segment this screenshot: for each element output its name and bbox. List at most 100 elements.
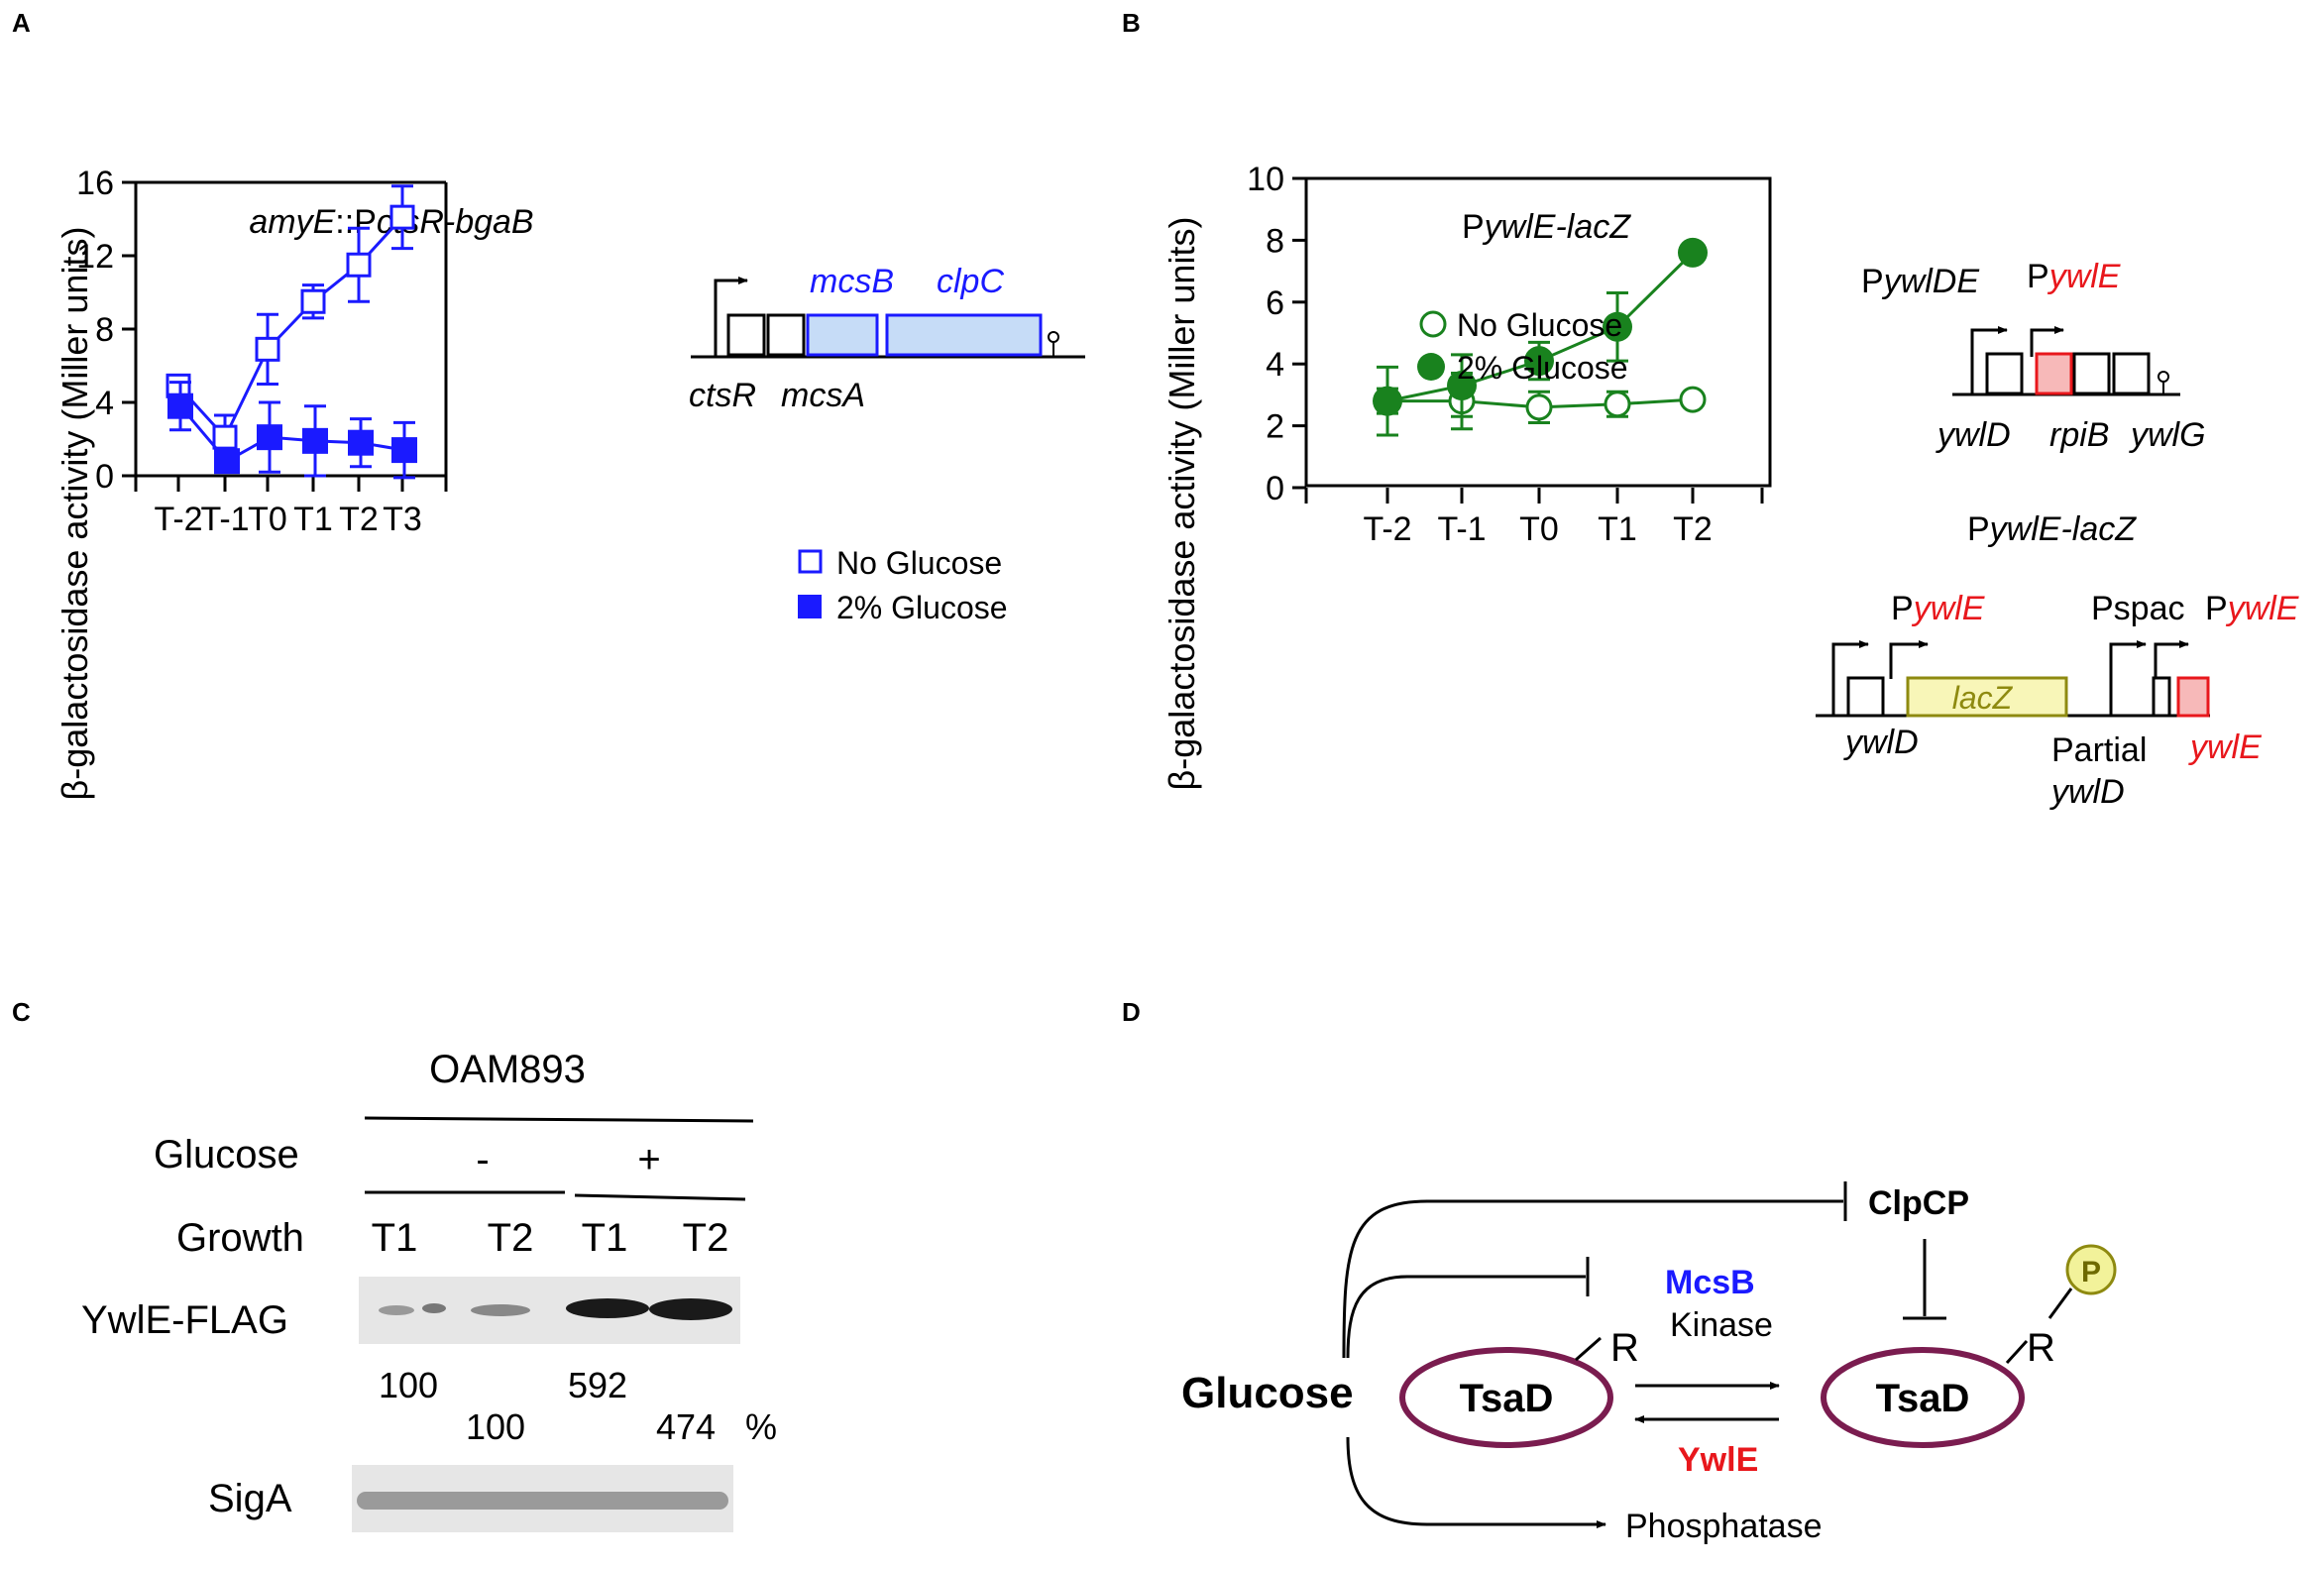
series-line-no-glucose	[176, 216, 404, 440]
western-growth-label: Growth	[176, 1216, 304, 1260]
data-point-2-glucose-T1	[1603, 311, 1632, 342]
diagram-tsad-1-label: TsaD	[1460, 1377, 1554, 1420]
legend-a-no-glucose: No Glucose	[836, 545, 1002, 581]
diagram-phosphate	[2065, 1244, 2117, 1295]
construct-promoter-pspac	[2109, 640, 2147, 716]
operon-b-gene-ywld	[1985, 352, 2024, 395]
construct-promoter-1	[1831, 640, 1869, 716]
data-point-no-glucose-T2	[346, 252, 372, 278]
data-point-2-glucose-T2	[348, 429, 374, 456]
chart-b-ytick-label: 8	[1266, 222, 1284, 260]
operon-a-ctsr-label: ctsR	[689, 377, 756, 414]
panel-label-a: A	[12, 8, 31, 38]
diagram-mcsb: McsB	[1665, 1264, 1755, 1301]
chart-b-xtick-label: T2	[1673, 510, 1713, 548]
chart-b-ylabel: β-galactosidase activity (Miller units)	[1162, 217, 1202, 791]
western-glucose-plus: +	[637, 1138, 660, 1181]
diagram-glucose: Glucose	[1181, 1369, 1354, 1417]
diagram-glucose-clpcp-inhibit	[1342, 1199, 1843, 1359]
chart-b-xtick-label: T0	[1519, 510, 1559, 548]
western-plus-line	[574, 1193, 746, 1201]
diagram-clpcp: ClpCP	[1868, 1184, 1969, 1222]
operon-a-gene-mcsa	[766, 313, 806, 357]
construct-promoter-3	[2154, 640, 2189, 679]
panel-label-c: C	[12, 997, 31, 1027]
data-point-2-glucose-T3	[391, 437, 417, 464]
western-quant-1: 100	[379, 1365, 438, 1405]
construct-lacz-label: lacZ	[1952, 680, 2014, 716]
legend-a-no-glucose-marker	[798, 549, 823, 574]
western-siga-band	[357, 1492, 728, 1510]
western-quant-2: 100	[466, 1406, 525, 1447]
operon-b-gene-ywlg	[2112, 352, 2151, 395]
operon-b-gene-3	[2072, 352, 2111, 395]
data-point-2-glucose-T-2	[1373, 386, 1402, 416]
data-point-no-glucose-T3	[389, 204, 415, 230]
chart-b-xtick-label: T-2	[1363, 510, 1411, 548]
data-point-2-glucose-T-1	[214, 448, 240, 475]
legend-a: No Glucose 2% Glucose	[798, 545, 1008, 625]
data-point-2-glucose-T1	[302, 427, 328, 454]
legend-b-no-glucose: No Glucose	[1457, 307, 1622, 343]
operon-b-terminator	[2158, 371, 2169, 383]
operon-a-gene-clpc	[885, 313, 1043, 357]
western-ywle-band-3	[566, 1298, 649, 1318]
construct-gene-ywle	[2176, 676, 2210, 718]
legend-a-glucose: 2% Glucose	[836, 590, 1008, 625]
diagram-r1-bond	[1575, 1336, 1602, 1362]
construct-ywld-label: ywlD	[1843, 724, 1919, 761]
data-point-2-glucose-T0	[257, 424, 282, 451]
western-lane-2: T2	[488, 1216, 534, 1260]
chart-a-ytick-label: 0	[95, 458, 114, 496]
chart-b-ytick-label: 2	[1266, 408, 1284, 446]
chart-a-xtick-label: T0	[248, 501, 287, 538]
data-point-2-glucose-T-2	[167, 392, 193, 419]
operon-a-gene-mcsb	[806, 313, 879, 357]
operon-a-mcsa-label: mcsA	[781, 377, 865, 414]
chart-a-ytick-label: 4	[95, 385, 114, 422]
chart-b-ytick-label: 6	[1266, 284, 1284, 322]
western-strain-line	[364, 1116, 754, 1123]
construct-title: PywlE-lacZ	[1967, 510, 2137, 548]
western-ywle-band-2	[471, 1304, 530, 1316]
diagram-phosphatase: Phosphatase	[1625, 1508, 1823, 1545]
chart-b-ytick-label: 0	[1266, 470, 1284, 507]
data-point-no-glucose-T1	[1604, 391, 1631, 418]
diagram-ywle: YwlE	[1678, 1441, 1758, 1479]
diagram-kinase: Kinase	[1670, 1306, 1773, 1344]
chart-a-axes: 0 4 8 12 16 T-2T-1T0 T1 T2 T3	[76, 165, 448, 538]
chart-b-title: PywlE-lacZ	[1462, 208, 1631, 246]
diagram-glucose-phosphatase-arrow	[1346, 1436, 1606, 1528]
construct-pywle-2: PywlE	[2205, 590, 2299, 627]
western-lane-3: T1	[582, 1216, 628, 1260]
construct-pywle-1: PywlE	[1891, 590, 1985, 627]
chart-b: PywlE-lacZ β-galactosidase activity (Mil…	[1162, 161, 1772, 791]
operon-b: PywlDE PywlE ywlD rpiB ywlG PywlE-lacZ P…	[1816, 258, 2299, 811]
operon-b-ywlg-label: ywlG	[2129, 416, 2206, 454]
diagram-tsad-unmodified	[1399, 1347, 1613, 1448]
diagram-tsad-2-label: TsaD	[1876, 1377, 1970, 1420]
western-glucose-minus: -	[476, 1138, 489, 1181]
data-point-no-glucose-T1	[300, 288, 326, 314]
western-ywle-band-1b	[422, 1303, 446, 1313]
chart-a: amyE::PctsR-bgaB β-galactosidase activit…	[55, 165, 534, 800]
operon-b-promoter-2	[2030, 326, 2064, 357]
operon-a: mcsB clpC ctsR mcsA	[689, 263, 1085, 414]
western-strain: OAM893	[429, 1048, 586, 1091]
chart-a-xtick-label: T2	[339, 501, 379, 538]
data-point-2-glucose-T2	[1678, 237, 1708, 268]
legend-b-glucose-marker	[1417, 353, 1445, 381]
diagram-tsad-phospho	[1821, 1347, 2025, 1448]
operon-a-terminator	[1048, 331, 1059, 343]
western-quant-4: 474	[656, 1406, 716, 1447]
construct-promoter-2	[1889, 640, 1929, 679]
western-siga-label: SigA	[208, 1477, 292, 1520]
operon-b-promoter-1	[1970, 326, 2008, 394]
western-lane-4: T2	[683, 1216, 729, 1260]
chart-b-ytick-label: 4	[1266, 346, 1284, 384]
panel-label-d: D	[1122, 997, 1141, 1027]
legend-b-no-glucose-marker	[1419, 310, 1447, 338]
diagram-p-bond	[2047, 1288, 2073, 1319]
chart-a-xtick-label: T1	[293, 501, 333, 538]
operon-b-pywlde: PywlDE	[1861, 263, 1979, 300]
